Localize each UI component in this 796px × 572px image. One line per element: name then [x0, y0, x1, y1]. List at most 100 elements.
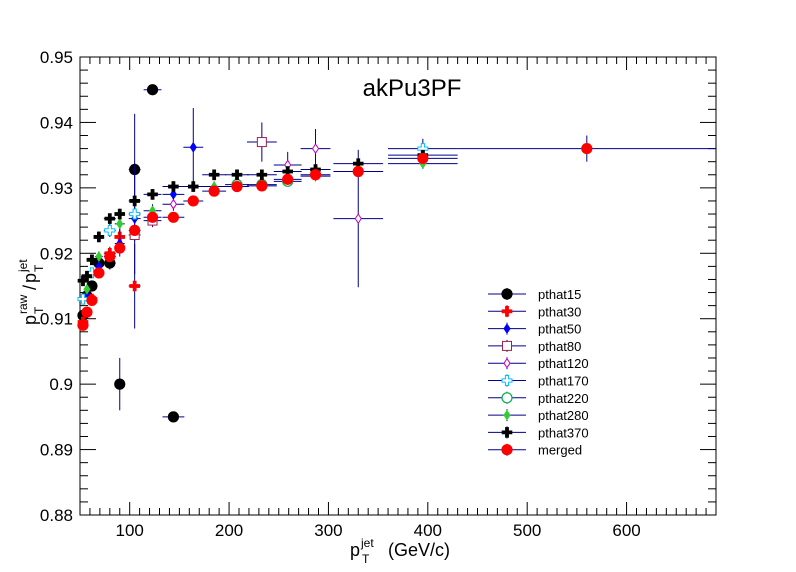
legend-entry: pthat50: [488, 322, 581, 337]
legend-entry: pthat15: [488, 287, 581, 302]
data-point: [83, 283, 91, 295]
y-tick-labels: 0.88 0.89 0.9 0.91 0.92 0.93 0.94 0.95: [40, 48, 73, 525]
data-point: [202, 169, 227, 181]
data-marker: [86, 294, 98, 306]
data-marker: [104, 250, 116, 263]
x-tick-label: 500: [513, 521, 541, 540]
y-tick-label: 0.93: [40, 179, 73, 198]
data-marker: [231, 180, 243, 193]
data-marker: [77, 275, 89, 287]
data-point: [128, 224, 141, 236]
data-marker: [129, 208, 141, 220]
data-marker: [93, 267, 105, 279]
data-marker: [86, 254, 98, 266]
y-tick-label: 0.9: [49, 375, 73, 394]
y-axis-title-den-sup: jet: [16, 259, 30, 273]
y-tick-label: 0.92: [40, 244, 73, 263]
legend-entry: pthat120: [488, 356, 589, 371]
data-marker: [282, 166, 293, 177]
data-point: [246, 169, 277, 181]
data-point: [94, 251, 103, 262]
data-point: [388, 152, 458, 165]
legend-entry: pthat30: [488, 304, 581, 319]
y-axis-title-num-base: p: [20, 315, 40, 325]
data-point: [93, 267, 105, 279]
x-axis-title-sup: jet: [360, 536, 374, 550]
legend-label: pthat120: [538, 356, 589, 371]
data-marker: [208, 185, 220, 197]
legend-marker: [501, 375, 513, 386]
data-point: [103, 213, 116, 224]
data-marker: [169, 198, 178, 210]
data-marker: [309, 169, 322, 181]
y-tick-label: 0.91: [40, 310, 73, 329]
data-point: [162, 211, 185, 223]
data-point: [300, 128, 331, 169]
x-axis-title-base: p: [350, 540, 360, 560]
x-tick-label: 600: [612, 521, 640, 540]
series-merged: [77, 135, 716, 331]
data-marker: [352, 158, 364, 169]
legend-label: pthat50: [538, 322, 581, 337]
data-point: [77, 275, 89, 287]
data-marker: [231, 169, 243, 181]
legend-label: pthat220: [538, 391, 589, 406]
data-marker: [129, 280, 140, 292]
y-axis-title-num-sub: T: [32, 306, 46, 314]
y-axis-title-den-base: p: [20, 273, 40, 283]
data-marker: [83, 283, 91, 295]
data-point: [457, 135, 716, 162]
y-tick-label: 0.94: [40, 113, 73, 132]
y-tick-label: 0.95: [40, 48, 73, 67]
data-marker: [256, 180, 268, 192]
data-marker: [114, 378, 126, 390]
data-point: [162, 197, 185, 211]
y-axis-title-num-sup: raw: [16, 294, 30, 314]
data-point: [114, 357, 126, 411]
data-marker: [208, 169, 220, 181]
legend-marker: [503, 323, 511, 335]
x-tick-labels: 100 200 300 400 500 600: [116, 521, 641, 540]
x-axis-title-unit: (GeV/c): [388, 540, 450, 560]
legend-marker: [501, 306, 513, 317]
data-point: [225, 169, 249, 181]
data-point: [246, 180, 277, 192]
data-marker: [77, 319, 89, 331]
legend-label: pthat30: [538, 304, 581, 319]
data-marker: [168, 181, 179, 192]
data-point: [103, 250, 116, 263]
data-marker: [129, 195, 140, 207]
x-axis-title-sub: T: [362, 552, 370, 566]
data-point: [143, 84, 162, 96]
data-marker: [187, 195, 199, 207]
data-point: [143, 189, 162, 200]
legend-marker: [503, 409, 511, 421]
x-tick-label: 300: [314, 521, 342, 540]
legend-marker: [501, 427, 513, 438]
legend-marker: [501, 288, 513, 300]
axis-ticks: [79, 56, 717, 516]
y-axis-title: p T raw / p T jet: [16, 259, 46, 325]
data-point: [183, 108, 204, 187]
legend: pthat15 pthat30 pthat50 pthat80 pthat120 ptha…: [488, 287, 589, 458]
data-point: [202, 185, 227, 197]
data-point: [93, 231, 105, 243]
legend-label: pthat370: [538, 425, 589, 440]
legend-label: pthat15: [538, 287, 581, 302]
data-marker: [116, 218, 124, 230]
data-point: [114, 208, 126, 220]
data-marker: [167, 411, 180, 423]
data-point: [103, 223, 116, 237]
data-point: [86, 294, 98, 306]
data-marker: [81, 306, 93, 318]
y-tick-label: 0.88: [40, 506, 73, 525]
data-point: [143, 211, 162, 223]
data-point: [183, 181, 204, 192]
data-marker: [352, 165, 364, 178]
data-point: [225, 180, 249, 193]
legend-entry: pthat370: [488, 425, 589, 440]
y-axis-title-den-sub: T: [32, 264, 46, 272]
data-point: [183, 195, 204, 207]
data-marker: [114, 242, 126, 254]
